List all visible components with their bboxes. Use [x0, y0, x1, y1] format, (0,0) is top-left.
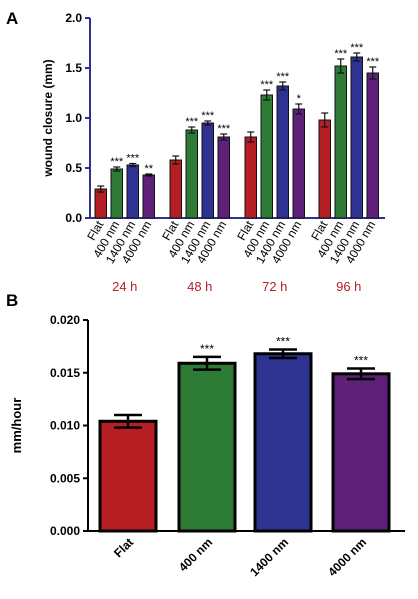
panel-a-label: A [6, 9, 18, 28]
y-tick-label: 0.000 [50, 524, 80, 538]
bar [201, 122, 214, 219]
time-group-label: 72 h [262, 279, 287, 294]
significance-label: *** [366, 56, 380, 68]
time-group-label: 24 h [112, 279, 137, 294]
y-tick-label: 2.0 [65, 11, 82, 25]
significance-label: *** [217, 123, 231, 135]
bar [217, 136, 230, 219]
y-tick-label: 1.0 [65, 111, 82, 125]
significance-label: *** [334, 48, 348, 60]
bar [94, 188, 107, 219]
x-tick-label: 4000 nm [325, 535, 369, 579]
bar [318, 119, 331, 219]
significance-label: * [297, 93, 302, 105]
bar [177, 361, 237, 533]
significance-label: *** [276, 71, 290, 83]
significance-label: *** [110, 156, 124, 168]
significance-label: *** [126, 153, 140, 165]
significance-label: *** [350, 42, 364, 54]
bar [98, 419, 158, 533]
panel-b: B 0.000 0.005 0.010 0.015 0.020 mm/hour Flat **… [6, 291, 405, 579]
bar [185, 129, 198, 219]
bar [142, 174, 155, 219]
y-tick-label: 0.010 [50, 419, 80, 433]
y-tick-label: 0.020 [50, 313, 80, 327]
y-axis-title: wound closure (mm) [41, 59, 55, 177]
y-tick-label: 0.005 [50, 471, 80, 485]
bar [126, 164, 139, 219]
bar [260, 94, 273, 219]
panel-b-label: B [6, 291, 18, 310]
significance-label: *** [260, 79, 274, 91]
y-tick-label: 0.5 [65, 161, 82, 175]
significance-label: *** [185, 116, 199, 128]
bar [350, 56, 363, 219]
significance-label: *** [276, 335, 290, 349]
time-group-label: 48 h [187, 279, 212, 294]
y-tick-label: 1.5 [65, 61, 82, 75]
significance-label: *** [201, 110, 215, 122]
y-tick-label: 0.0 [65, 211, 82, 225]
significance-label: *** [200, 342, 214, 356]
bar [169, 159, 182, 219]
bar [366, 72, 379, 219]
bar [110, 168, 123, 219]
bar [334, 65, 347, 219]
bar [276, 85, 289, 219]
x-tick-label: 400 nm [176, 535, 215, 574]
bar [331, 372, 391, 533]
time-group-label: 96 h [336, 279, 361, 294]
x-tick-label: 1400 nm [247, 535, 291, 579]
y-tick-label: 0.015 [50, 366, 80, 380]
bar [292, 108, 305, 219]
bar [244, 136, 257, 219]
significance-label: *** [354, 354, 368, 368]
y-axis-title: mm/hour [9, 398, 24, 454]
significance-label: ** [144, 163, 153, 175]
bar [253, 352, 313, 533]
x-tick-label: Flat [111, 535, 136, 560]
